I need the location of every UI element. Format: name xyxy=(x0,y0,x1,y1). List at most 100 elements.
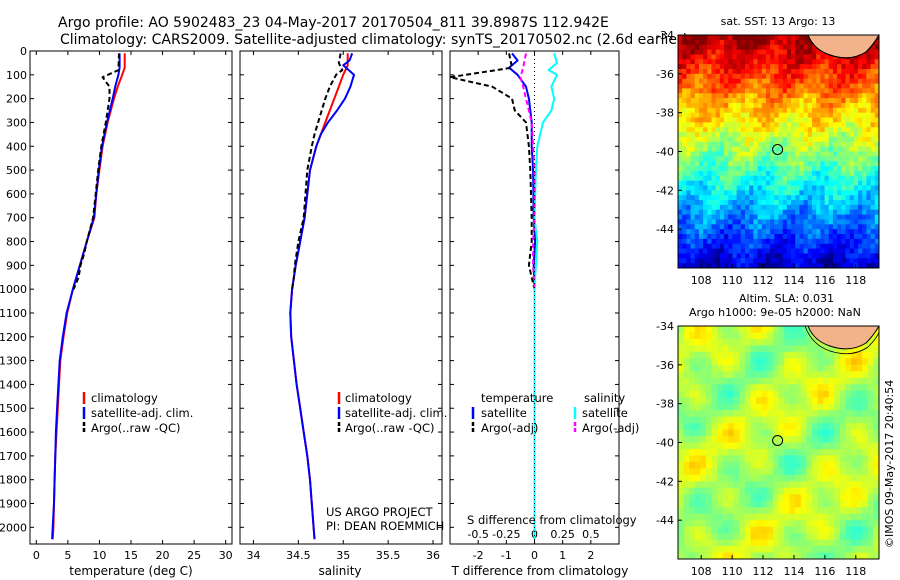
heatmap-cell xyxy=(724,59,729,65)
heatmap-cell xyxy=(812,364,819,372)
heatmap-cell xyxy=(683,351,690,359)
x-tick-label: 20 xyxy=(156,549,170,562)
heatmap-cell xyxy=(839,397,847,405)
heatmap-cell xyxy=(703,170,708,177)
heatmap-cell xyxy=(724,39,729,46)
heatmap-cell xyxy=(862,170,868,177)
heatmap-cell xyxy=(856,351,863,359)
heatmap-cell xyxy=(757,161,763,167)
heatmap-cell xyxy=(812,397,819,405)
heatmap-cell xyxy=(853,117,859,123)
heatmap-cell xyxy=(828,258,834,264)
heatmap-cell xyxy=(736,175,742,182)
heatmap-cell xyxy=(789,364,796,372)
heatmap-cell xyxy=(874,214,879,221)
heatmap-cell xyxy=(683,384,690,392)
heatmap-cell xyxy=(707,49,713,56)
heatmap-cell xyxy=(733,410,741,418)
heatmap-cell xyxy=(690,35,696,41)
heatmap-cell xyxy=(778,185,784,191)
heatmap-cell xyxy=(761,338,768,347)
heatmap-cell xyxy=(750,526,757,534)
heatmap-cell xyxy=(828,507,835,515)
heatmap-cell xyxy=(816,127,821,133)
heatmap-cell xyxy=(837,156,842,162)
heatmap-cell xyxy=(756,507,763,515)
heatmap-cell xyxy=(820,102,826,109)
heatmap-cell xyxy=(782,146,788,153)
heatmap-cell xyxy=(837,112,842,119)
heatmap-cell xyxy=(795,416,802,424)
heatmap-cell xyxy=(862,410,869,418)
heatmap-cell xyxy=(728,258,734,264)
heatmap-cell xyxy=(682,238,687,245)
heatmap-cell xyxy=(711,151,717,157)
heatmap-cell xyxy=(728,263,734,268)
heatmap-cell xyxy=(683,423,690,431)
heatmap-cell xyxy=(786,83,792,89)
heatmap-cell xyxy=(874,93,879,99)
heatmap-cell xyxy=(841,200,847,206)
heatmap-cell xyxy=(694,520,701,528)
heatmap-cell xyxy=(678,416,685,424)
heatmap-cell xyxy=(753,78,759,85)
heatmap-cell xyxy=(845,258,851,264)
heatmap-cell xyxy=(728,238,734,245)
heatmap-cell xyxy=(824,112,830,119)
heatmap-cell xyxy=(866,248,872,255)
heatmap-cell xyxy=(698,253,704,259)
heatmap-cell xyxy=(682,248,687,255)
heatmap-cell xyxy=(682,44,687,51)
heatmap-cell xyxy=(678,170,683,177)
heatmap-cell xyxy=(803,64,809,70)
heatmap-cell xyxy=(698,73,704,80)
heatmap-cell xyxy=(767,513,774,521)
heatmap-cell xyxy=(807,102,813,109)
heatmap-cell xyxy=(834,481,841,489)
heatmap-cell xyxy=(740,253,746,259)
heatmap-cell xyxy=(812,170,817,177)
depth-tick-label: 1000 xyxy=(0,283,27,296)
heatmap-cell xyxy=(690,88,696,94)
heatmap-cell xyxy=(812,234,817,240)
heatmap-cell xyxy=(803,73,809,80)
heatmap-cell xyxy=(795,520,802,528)
heatmap-cell xyxy=(698,185,704,191)
heatmap-cell xyxy=(784,539,791,547)
heatmap-cell xyxy=(732,219,738,225)
heatmap-cell xyxy=(799,258,805,264)
heatmap-cell xyxy=(837,132,842,138)
heatmap-cell xyxy=(724,146,729,153)
heatmap-cell xyxy=(823,397,830,405)
heatmap-cell xyxy=(745,358,752,366)
heatmap-cell xyxy=(828,214,834,221)
lon-tick-label: 108 xyxy=(691,274,712,287)
heatmap-cell xyxy=(817,403,824,411)
heatmap-cell xyxy=(786,248,792,255)
heatmap-cell xyxy=(732,161,738,167)
heatmap-cell xyxy=(874,209,879,216)
heatmap-cell xyxy=(866,117,872,123)
heatmap-cell xyxy=(694,390,701,398)
heatmap-cell xyxy=(728,102,734,109)
heatmap-cell xyxy=(778,326,785,334)
heatmap-cell xyxy=(690,73,696,80)
heatmap-cell xyxy=(867,455,875,463)
heatmap-cell xyxy=(678,539,685,547)
heatmap-cell xyxy=(745,170,750,177)
heatmap-cell xyxy=(772,448,780,457)
heatmap-cell xyxy=(683,390,690,398)
heatmap-cell xyxy=(678,243,683,250)
heatmap-cell xyxy=(807,234,813,240)
heatmap-cell xyxy=(698,229,704,235)
heatmap-cell xyxy=(757,243,763,250)
heatmap-cell xyxy=(690,64,696,70)
heatmap-cell xyxy=(791,204,796,211)
heatmap-cell xyxy=(866,224,872,230)
heatmap-cell xyxy=(698,209,704,216)
heatmap-cell xyxy=(807,151,813,157)
heatmap-cell xyxy=(770,229,775,235)
heatmap-cell xyxy=(849,248,855,255)
heatmap-cell xyxy=(728,243,734,250)
heatmap-cell xyxy=(772,338,780,347)
